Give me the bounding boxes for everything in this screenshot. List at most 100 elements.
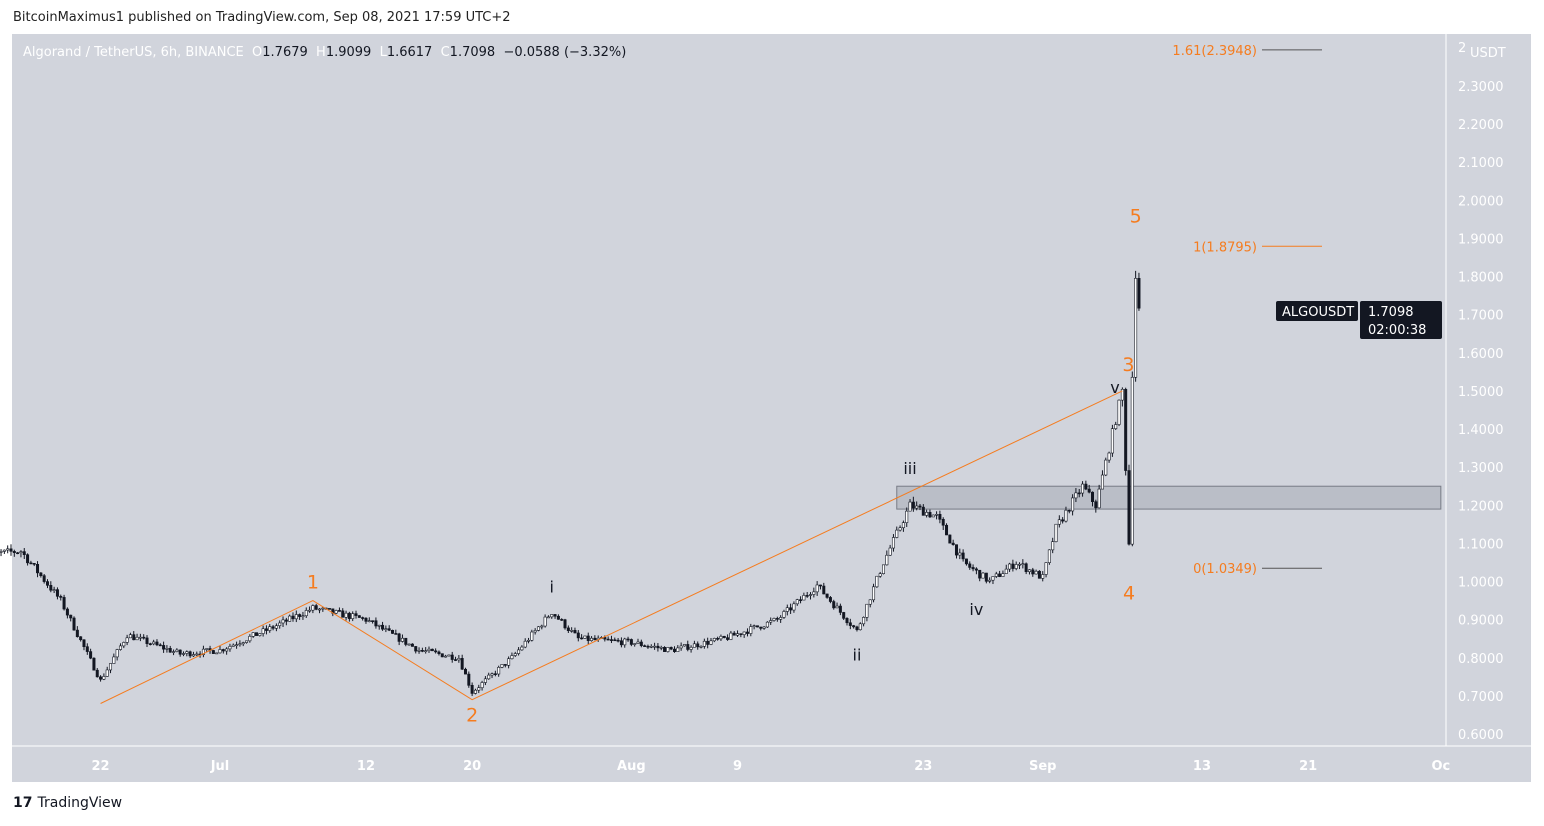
candle-body — [974, 568, 978, 571]
candle-body — [901, 522, 905, 529]
candle-body — [536, 626, 540, 631]
candle-body — [556, 615, 560, 620]
candle — [195, 651, 199, 657]
y-tick-label: 2.2000 — [1458, 118, 1504, 133]
candle — [294, 610, 298, 623]
candle-body — [553, 614, 557, 617]
candle-body — [918, 505, 922, 508]
candle-body — [580, 637, 584, 640]
candle-body — [875, 575, 879, 588]
candle — [397, 632, 401, 646]
y-tick-label: 1.0000 — [1458, 576, 1504, 591]
candle — [941, 517, 945, 531]
candle-body — [729, 632, 733, 640]
candle-body — [182, 653, 186, 655]
candle-body — [1077, 492, 1081, 495]
candle — [706, 637, 710, 649]
candle-body — [782, 611, 786, 618]
candle — [483, 676, 487, 686]
candle — [493, 670, 497, 677]
candle-body — [344, 612, 348, 618]
candle-body — [16, 552, 20, 555]
candle — [925, 509, 929, 518]
candle — [1104, 457, 1108, 477]
candle — [968, 561, 972, 570]
open-label: O — [252, 45, 263, 60]
candle — [75, 626, 79, 638]
candle-body — [636, 641, 640, 644]
candle — [85, 643, 89, 655]
candle — [732, 631, 736, 636]
chart-pane[interactable] — [12, 34, 1531, 782]
candle — [427, 646, 431, 653]
candle — [225, 647, 229, 655]
y-tick-label: 1.6000 — [1458, 347, 1504, 362]
candle — [994, 571, 998, 579]
candle — [284, 617, 288, 626]
candle — [1137, 272, 1141, 311]
candle — [460, 654, 464, 670]
candle — [9, 544, 13, 556]
y-tick-label: 1.3000 — [1458, 461, 1504, 476]
candle — [1051, 537, 1055, 554]
candle-body — [62, 597, 66, 610]
candle-body — [225, 648, 229, 652]
candle — [344, 610, 348, 621]
candle-body — [490, 673, 494, 676]
candle-body — [314, 605, 318, 610]
candle — [314, 603, 318, 611]
y-tick-label: 0.6000 — [1458, 728, 1504, 743]
candle-body — [394, 633, 398, 635]
candle-body — [424, 650, 428, 653]
candle — [1110, 424, 1114, 457]
candle-body — [195, 653, 199, 656]
candle-body — [885, 554, 889, 566]
tradingview-logo[interactable]: 17 TradingView — [13, 795, 122, 811]
candle — [719, 634, 723, 642]
candle — [148, 642, 152, 646]
candle — [182, 651, 186, 657]
candle-body — [984, 572, 988, 582]
candle — [274, 623, 278, 632]
candle-body — [361, 617, 365, 619]
candle-body — [958, 552, 962, 556]
candle — [546, 615, 550, 619]
candle — [102, 673, 106, 681]
candle-body — [998, 573, 1002, 577]
candle — [1014, 561, 1018, 571]
candle-body — [1018, 563, 1022, 566]
candle — [815, 581, 819, 596]
candle — [112, 653, 116, 664]
candle — [1031, 567, 1035, 577]
candle-body — [1107, 452, 1111, 461]
candle-body — [391, 629, 395, 634]
candle-body — [284, 619, 288, 622]
candle — [656, 643, 660, 652]
candle-body — [656, 645, 660, 649]
candle-body — [205, 648, 209, 650]
candle — [1054, 523, 1058, 543]
candle — [1011, 559, 1015, 572]
candle-body — [832, 601, 836, 609]
candle-body — [278, 622, 282, 627]
candle — [1097, 484, 1101, 509]
candle — [672, 646, 676, 653]
candle-body — [85, 646, 89, 652]
candle-body — [1074, 492, 1078, 499]
y-tick-label: 1.5000 — [1458, 385, 1504, 400]
candle — [1107, 451, 1111, 463]
fib-level-label: 0(1.0349) — [1193, 562, 1257, 577]
candle — [384, 625, 388, 633]
candle-body — [994, 573, 998, 577]
candle — [450, 651, 454, 663]
candle-body — [679, 645, 683, 649]
candle — [755, 625, 759, 628]
candle — [26, 553, 30, 566]
candle — [855, 625, 859, 632]
candle-body — [148, 643, 152, 645]
candle-body — [606, 638, 610, 641]
candle-body — [878, 573, 882, 577]
candle — [616, 637, 620, 643]
candle-body — [9, 548, 13, 552]
